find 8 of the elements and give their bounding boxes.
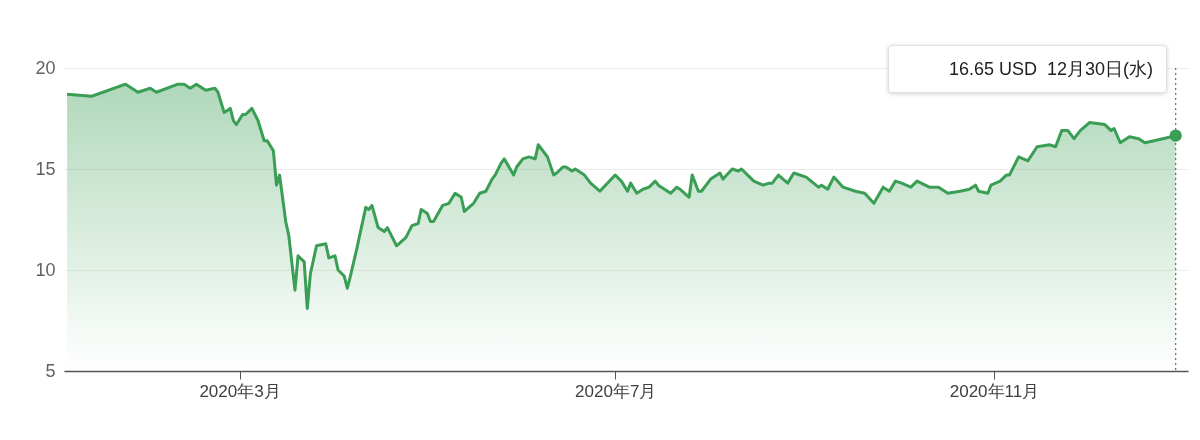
annotation: 16.65 USD 12月30日(水): [948, 58, 1153, 80]
y-tick-label: 10: [35, 259, 56, 280]
x-tick-label: 2020年3月: [199, 381, 281, 401]
x-tick-label: 2020年11月: [949, 381, 1040, 401]
x-tick-label: 2020年7月: [575, 381, 657, 401]
y-tick-label: 5: [45, 360, 56, 381]
y-tick-label: 20: [35, 57, 56, 78]
y-tick-label: 15: [35, 158, 56, 179]
